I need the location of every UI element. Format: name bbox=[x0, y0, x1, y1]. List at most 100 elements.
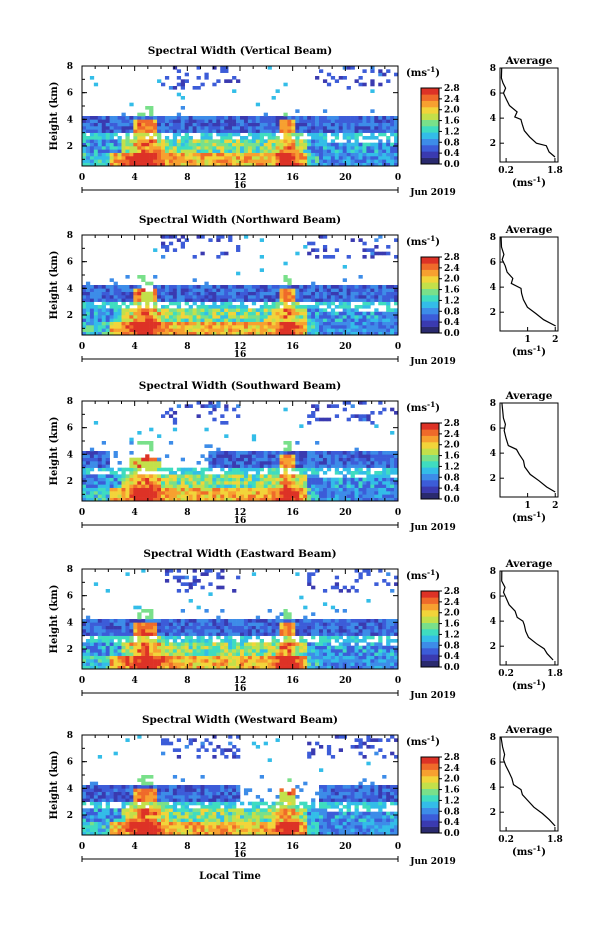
heatmap-cell bbox=[208, 629, 213, 633]
heatmap-cell bbox=[85, 615, 91, 620]
heatmap-cell bbox=[299, 291, 304, 296]
heatmap-cell bbox=[212, 119, 217, 123]
heatmap-cell bbox=[200, 619, 205, 623]
heatmap-cell bbox=[192, 146, 197, 150]
heatmap-cell bbox=[82, 288, 87, 292]
heatmap-cell bbox=[287, 441, 292, 445]
heatmap-cell bbox=[358, 119, 363, 123]
heatmap-cell bbox=[188, 491, 193, 495]
heatmap-cell bbox=[216, 572, 221, 576]
heatmap-cell bbox=[109, 491, 114, 495]
heatmap-cell bbox=[354, 288, 359, 292]
heatmap-cell bbox=[243, 471, 249, 475]
heatmap-cell bbox=[82, 649, 87, 653]
heatmap-cell bbox=[97, 474, 103, 478]
heatmap-cell bbox=[354, 122, 359, 127]
heatmap-cell bbox=[172, 325, 178, 329]
heatmap-cell bbox=[216, 619, 221, 623]
heatmap-cell bbox=[370, 301, 375, 306]
heatmap-cell bbox=[149, 619, 154, 623]
heatmap-cell bbox=[330, 285, 336, 289]
heatmap-cell bbox=[311, 152, 316, 157]
heatmap-cell bbox=[164, 619, 170, 623]
heatmap-cell bbox=[196, 652, 201, 656]
heatmap-cell bbox=[295, 497, 300, 502]
heatmap-cell bbox=[271, 622, 276, 626]
heatmap-cell bbox=[299, 645, 304, 650]
heatmap-cell bbox=[251, 325, 257, 329]
heatmap-cell bbox=[366, 454, 371, 458]
heatmap-cell bbox=[307, 311, 312, 316]
heatmap-cell bbox=[303, 645, 308, 650]
heatmap-cell bbox=[145, 116, 150, 120]
heatmap-cell bbox=[212, 645, 217, 650]
heatmap-cell bbox=[168, 659, 174, 663]
heatmap-cell bbox=[322, 116, 328, 120]
heatmap-cell bbox=[97, 325, 103, 329]
heatmap-cell bbox=[322, 328, 328, 332]
heatmap-cell bbox=[362, 315, 367, 319]
profile-y-tick-label: 8 bbox=[490, 64, 496, 74]
heatmap-cell bbox=[240, 301, 245, 306]
heatmap-cell bbox=[255, 146, 261, 150]
heatmap-cell bbox=[184, 484, 189, 488]
heatmap-cell bbox=[224, 474, 229, 478]
heatmap-cell bbox=[117, 662, 122, 666]
heatmap-cell bbox=[287, 321, 292, 326]
heatmap-cell bbox=[109, 619, 114, 623]
heatmap-cell bbox=[129, 331, 134, 336]
heatmap-cell bbox=[263, 464, 268, 468]
heatmap-cell bbox=[251, 285, 257, 289]
heatmap-cell bbox=[232, 407, 237, 412]
colorbar-tick-label: 0.4 bbox=[444, 318, 460, 328]
heatmap-cell bbox=[334, 146, 340, 150]
heatmap-cell bbox=[216, 318, 221, 322]
heatmap-cell bbox=[326, 146, 332, 150]
heatmap-cell bbox=[354, 291, 359, 296]
heatmap-cell bbox=[200, 285, 205, 289]
heatmap-cell bbox=[243, 665, 249, 670]
heatmap-cell bbox=[212, 331, 217, 336]
heatmap-cell bbox=[153, 649, 158, 653]
heatmap-cell bbox=[153, 652, 158, 656]
heatmap-cell bbox=[220, 119, 225, 123]
heatmap-cell bbox=[228, 325, 233, 329]
y-tick-label: 2 bbox=[67, 477, 73, 487]
heatmap-cell bbox=[243, 311, 249, 316]
heatmap-cell bbox=[208, 494, 213, 498]
heatmap-cell bbox=[180, 491, 185, 495]
heatmap-cell bbox=[334, 298, 340, 302]
heatmap-cell bbox=[93, 649, 99, 653]
heatmap-cell bbox=[129, 662, 134, 666]
heatmap-cell bbox=[157, 622, 162, 626]
heatmap-cell bbox=[315, 119, 320, 123]
heatmap-cell bbox=[243, 454, 249, 458]
heatmap-cell bbox=[243, 622, 249, 626]
heatmap-cell bbox=[374, 162, 379, 167]
heatmap-cell bbox=[338, 152, 343, 157]
heatmap-cell bbox=[168, 645, 174, 650]
heatmap-cell bbox=[362, 325, 367, 329]
heatmap-cell bbox=[129, 328, 134, 332]
heatmap-cell bbox=[378, 315, 383, 319]
heatmap-cell bbox=[311, 149, 316, 153]
heatmap-cell bbox=[251, 159, 257, 163]
heatmap-cell bbox=[240, 457, 245, 462]
heatmap-cell bbox=[338, 142, 343, 147]
heatmap-cell bbox=[196, 659, 201, 663]
heatmap-cell bbox=[295, 298, 300, 302]
x-tick-label: 0 bbox=[395, 508, 401, 518]
heatmap-cell bbox=[275, 451, 280, 455]
heatmap-cell bbox=[319, 162, 324, 167]
heatmap-cell bbox=[188, 645, 193, 650]
heatmap-cell bbox=[315, 295, 320, 299]
heatmap-cell bbox=[319, 464, 324, 468]
heatmap-cell bbox=[228, 291, 233, 296]
heatmap-cell bbox=[164, 484, 170, 488]
heatmap-cell bbox=[287, 318, 292, 322]
heatmap-cell bbox=[394, 126, 399, 130]
heatmap-cell bbox=[216, 152, 221, 157]
heatmap-cell bbox=[109, 325, 114, 329]
heatmap-cell bbox=[307, 484, 312, 488]
heatmap-cell bbox=[153, 156, 158, 160]
